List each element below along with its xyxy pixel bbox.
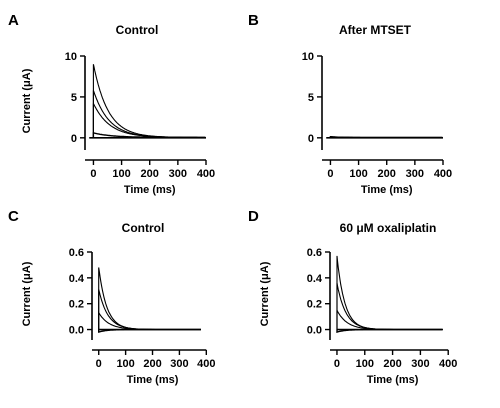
current-trace — [98, 289, 201, 331]
current-trace — [336, 328, 443, 333]
panel-letter: D — [248, 208, 259, 225]
x-tick-label: 300 — [411, 358, 429, 370]
x-tick-label: 0 — [327, 168, 333, 180]
x-axis-label: Time (ms) — [127, 374, 179, 386]
x-tick-label: 0 — [334, 358, 340, 370]
x-axis-label: Time (ms) — [367, 374, 419, 386]
current-trace — [98, 267, 201, 331]
current-trace — [92, 103, 206, 138]
y-tick-label: 10 — [302, 51, 314, 63]
panel-letter: B — [248, 12, 259, 29]
y-axis-label: Current (μA) — [259, 261, 271, 326]
y-axis-label: Current (μA) — [21, 261, 33, 326]
y-axis-label: Current (μA) — [21, 68, 33, 133]
panel-letter: A — [8, 12, 19, 29]
x-tick-label: 200 — [143, 358, 161, 370]
current-trace — [92, 132, 206, 139]
panel-title: 60 μM oxaliplatin — [340, 221, 437, 235]
x-tick-label: 300 — [406, 168, 424, 180]
x-tick-label: 400 — [434, 168, 452, 180]
x-tick-label: 200 — [141, 168, 159, 180]
y-tick-label: 0 — [71, 133, 77, 145]
x-tick-label: 400 — [197, 168, 215, 180]
y-tick-label: 5 — [308, 92, 314, 104]
current-trace — [98, 310, 201, 331]
y-tick-label: 5 — [71, 92, 77, 104]
current-trace — [336, 255, 443, 331]
x-tick-label: 100 — [116, 358, 134, 370]
y-tick-label: 0.4 — [69, 273, 85, 285]
x-tick-label: 0 — [96, 358, 102, 370]
y-tick-label: 0.0 — [69, 325, 84, 337]
y-tick-label: 0 — [308, 133, 314, 145]
x-tick-label: 300 — [170, 358, 188, 370]
y-tick-label: 0.0 — [307, 325, 322, 337]
panel-c: C Control 0.0 0.2 0.4 0.6 0 100 200 300 400 Time (m… — [8, 208, 215, 386]
x-tick-label: 100 — [349, 168, 367, 180]
panel-title: Control — [116, 23, 159, 37]
current-trace — [98, 328, 201, 333]
x-tick-label: 300 — [169, 168, 187, 180]
panel-title: Control — [122, 221, 165, 235]
y-tick-label: 10 — [65, 51, 77, 63]
x-tick-label: 200 — [383, 358, 401, 370]
y-tick-label: 0.2 — [307, 299, 322, 311]
x-axis-label: Time (ms) — [124, 184, 176, 196]
y-tick-label: 0.6 — [69, 247, 84, 259]
x-tick-label: 400 — [439, 358, 457, 370]
panel-letter: C — [8, 208, 19, 225]
x-tick-label: 0 — [90, 168, 96, 180]
current-trace — [336, 282, 443, 331]
x-tick-label: 100 — [112, 168, 130, 180]
x-tick-label: 400 — [197, 358, 215, 370]
x-tick-label: 100 — [356, 358, 374, 370]
y-tick-label: 0.6 — [307, 247, 322, 259]
current-trace — [92, 64, 206, 138]
x-axis-label: Time (ms) — [361, 184, 413, 196]
y-tick-label: 0.2 — [69, 299, 84, 311]
panel-d: D 60 μM oxaliplatin 0.0 0.2 0.4 0.6 0 100 200 300… — [248, 208, 457, 386]
x-tick-label: 200 — [378, 168, 396, 180]
y-tick-label: 0.4 — [307, 273, 323, 285]
panel-title: After MTSET — [339, 23, 412, 37]
